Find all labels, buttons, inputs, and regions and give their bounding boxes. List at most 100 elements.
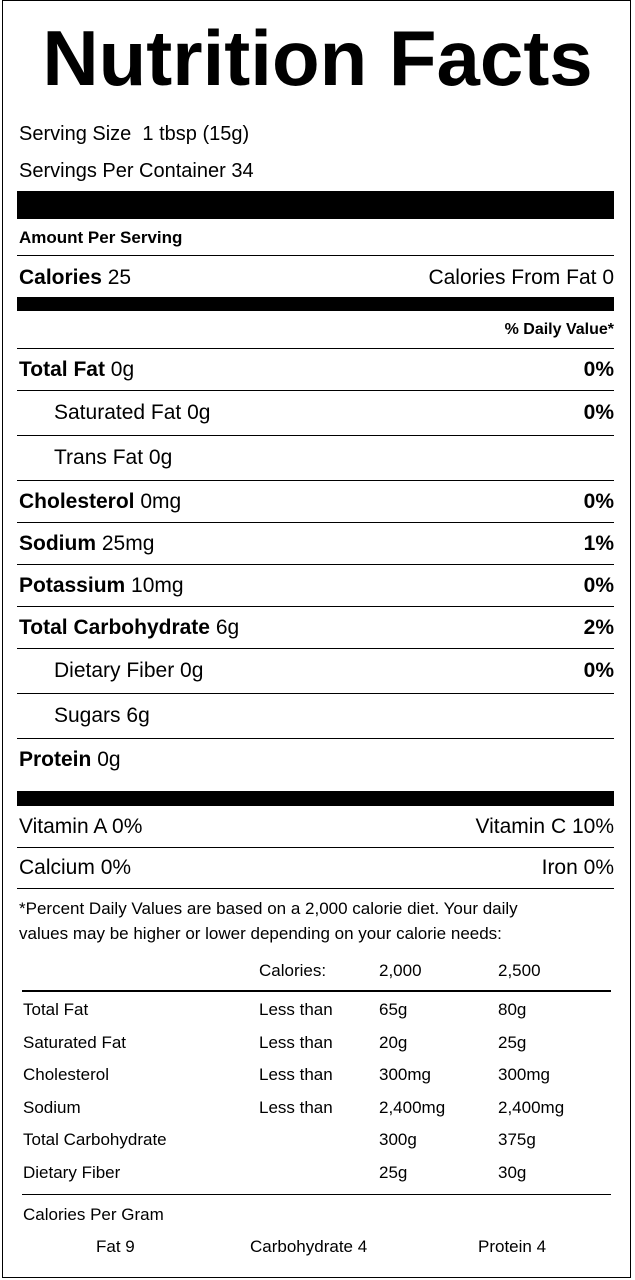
- servings-value: 34: [231, 160, 254, 182]
- dv-row-value: 300mg: [498, 1065, 550, 1084]
- nutrient-dv-cell: 0%: [584, 659, 614, 683]
- rule: [17, 847, 614, 848]
- vitamin-value: 0%: [100, 856, 132, 879]
- thick-rule: [17, 191, 614, 219]
- nutrient-row: Total Carbohydrate 6g: [19, 616, 239, 640]
- dv-table-cell: Less than: [259, 998, 333, 1022]
- nutrient-row: Cholesterol 0mg: [19, 490, 181, 514]
- nutrient-dv-cell: 1%: [584, 532, 614, 556]
- calories-fat-label: Calories From Fat: [428, 266, 597, 289]
- nutrient-dv: 0%: [583, 489, 614, 513]
- nutrient-row: Total Fat 0g: [19, 358, 134, 382]
- rule: [17, 888, 614, 889]
- dv-header-value: 2,500: [498, 961, 541, 980]
- dv-table-header: 2,500: [498, 959, 541, 983]
- rule: [17, 693, 614, 694]
- footnote: values may be higher or lower depending …: [19, 922, 502, 946]
- vitamin-value: 10%: [571, 815, 614, 838]
- dv-header-value: 2,000: [379, 961, 422, 980]
- rule: [17, 390, 614, 391]
- nutrient-name: Total Fat: [19, 357, 105, 381]
- nutrient-amount: 0g: [187, 401, 211, 424]
- dv-row-name: Dietary Fiber: [23, 1162, 121, 1182]
- nutrient-dv-cell: 0%: [584, 574, 614, 598]
- dv-row-name: Sodium: [23, 1097, 81, 1117]
- dv-table-cell: 25g: [498, 1031, 526, 1055]
- calories-value: 25: [107, 266, 132, 289]
- nutrient-amount: 0g: [148, 446, 173, 469]
- dv-table-cell: 65g: [379, 998, 407, 1022]
- rule: [17, 606, 614, 607]
- rule: [17, 480, 614, 481]
- nutrient-row: Trans Fat 0g: [54, 446, 172, 470]
- amount-header: Amount Per Serving: [19, 226, 182, 250]
- dv-row-value: 2,400mg: [498, 1097, 565, 1117]
- nutrient-amount: 10mg: [131, 573, 184, 597]
- dv-row-qualifier: Less than: [259, 1065, 333, 1084]
- dv-header: % Daily Value*: [505, 318, 614, 342]
- dv-table-cell: 25g: [379, 1161, 407, 1185]
- dv-row-value: 30g: [498, 1162, 527, 1182]
- vitamin-name: Iron: [541, 856, 578, 879]
- nutrient-row: Protein 0g: [19, 748, 121, 772]
- cpg-item: Fat 9: [96, 1237, 135, 1256]
- daily-value-header: % Daily Value*: [504, 321, 614, 338]
- dv-table-cell: 300g: [379, 1128, 417, 1152]
- rule: [17, 564, 614, 565]
- calories-per-gram-item: Protein 4: [478, 1235, 546, 1259]
- nutrient-name: Protein: [19, 747, 92, 771]
- vitamin: Vitamin A 0%: [19, 815, 142, 839]
- dv-table-cell: 2,400mg: [379, 1096, 445, 1120]
- nutrient-name: Potassium: [19, 573, 126, 597]
- dv-table-cell: Dietary Fiber: [23, 1161, 120, 1185]
- dv-row-qualifier: Less than: [259, 1032, 333, 1052]
- dv-row-value: 25g: [379, 1162, 408, 1182]
- rule: [17, 348, 614, 349]
- vitamin: Vitamin C 10%: [475, 815, 614, 839]
- dv-table-cell: Total Carbohydrate: [23, 1128, 167, 1152]
- nutrient-row: Potassium 10mg: [19, 574, 184, 598]
- nutrient-dv-cell: 0%: [584, 401, 614, 425]
- dv-table-header: Calories:: [259, 959, 326, 983]
- nutrient-row: Saturated Fat 0g: [54, 401, 210, 425]
- dv-table-cell: 2,400mg: [498, 1096, 564, 1120]
- nutrient-name: Dietary Fiber: [54, 659, 175, 682]
- nutrient-dv: 1%: [583, 531, 614, 555]
- calories: Calories 25: [19, 266, 131, 290]
- serving-size-label: Serving Size: [19, 123, 132, 145]
- servings-per-container: Servings Per Container 34: [19, 159, 254, 183]
- calories-label: Calories: [19, 266, 102, 289]
- dv-row-value: 375g: [498, 1130, 536, 1149]
- nutrient-amount: 0g: [110, 357, 135, 381]
- calories-per-gram-item: Fat 9: [96, 1235, 135, 1259]
- label-title: Nutrition Facts: [42, 14, 593, 102]
- nutrient-dv: 0%: [583, 357, 614, 381]
- servings-label: Servings Per Container: [19, 160, 226, 182]
- nutrient-row: Sodium 25mg: [19, 532, 154, 556]
- nutrient-amount: 6g: [215, 615, 240, 639]
- rule: [17, 522, 614, 523]
- footnote: *Percent Daily Values are based on a 2,0…: [19, 897, 518, 921]
- dv-row-qualifier: Less than: [259, 1000, 333, 1019]
- dv-row-qualifier: Less than: [259, 1097, 333, 1117]
- cpg-item: Protein 4: [478, 1237, 547, 1256]
- amount-per-serving: Amount Per Serving: [19, 228, 183, 247]
- dv-row-name: Total Fat: [23, 1000, 89, 1019]
- dv-table-cell: 20g: [379, 1031, 407, 1055]
- nutrient-dv: 2%: [583, 615, 614, 639]
- dv-row-value: 300mg: [379, 1065, 431, 1084]
- calories-fat-value: 0: [602, 266, 614, 289]
- nutrient-dv-cell: 0%: [584, 490, 614, 514]
- dv-table-cell: 80g: [498, 998, 526, 1022]
- vitamin: Iron 0%: [542, 856, 614, 880]
- serving-size: Serving Size 1 tbsp (15g): [19, 122, 249, 146]
- rule: [22, 1194, 611, 1195]
- nutrient-dv: 0%: [583, 659, 614, 682]
- nutrient-name: Sodium: [19, 531, 96, 555]
- nutrient-name: Total Carbohydrate: [19, 615, 210, 639]
- dv-header-calories: Calories:: [259, 961, 327, 980]
- vitamin-name: Calcium: [19, 856, 95, 879]
- dv-row-name: Cholesterol: [23, 1065, 109, 1084]
- rule: [17, 738, 614, 739]
- calories-from-fat: Calories From Fat 0: [428, 266, 614, 290]
